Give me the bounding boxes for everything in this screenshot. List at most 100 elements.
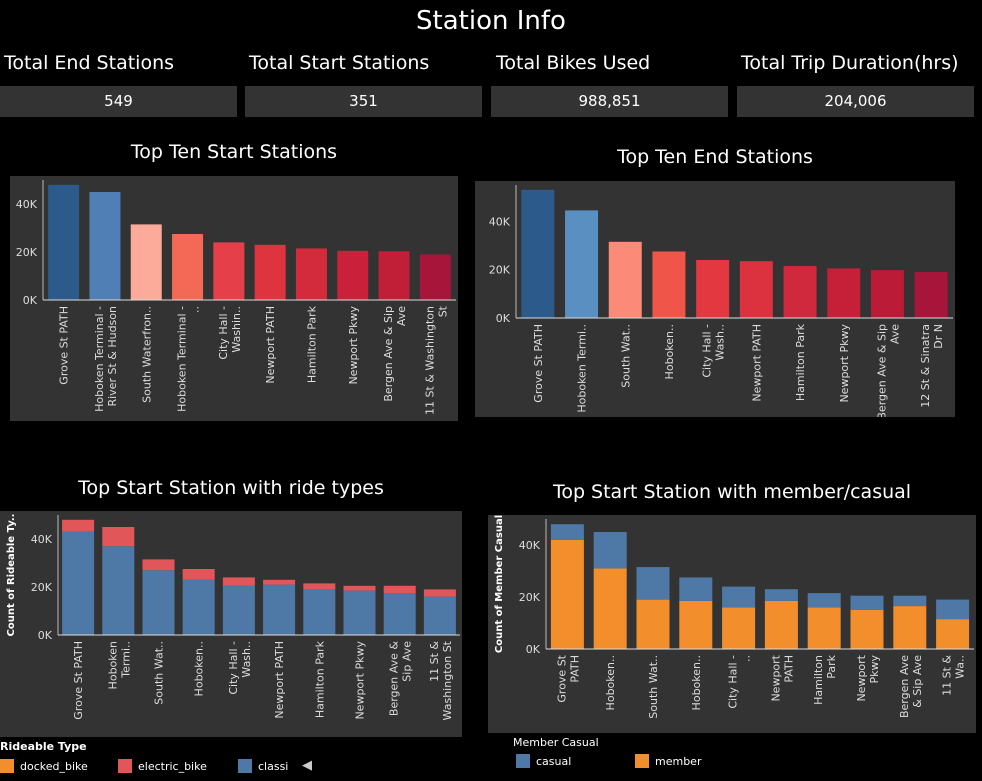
kpi-value-bikes-used: 988,851 (491, 86, 728, 117)
x-tick-label: Grove StPATH (555, 654, 581, 702)
bar (254, 244, 286, 300)
bar (521, 189, 555, 318)
x-tick-label: Newport PATH (273, 641, 286, 719)
x-tick-label: Grove St PATH (58, 306, 71, 385)
bar-segment (936, 619, 970, 649)
y-tick-label: 40K (489, 215, 511, 228)
chart-panel-ride-types: 0K 20K 40K Count of Rideable Ty.. Grove St P… (0, 511, 462, 737)
x-tick-label: 12 St & SinatraDr N (919, 324, 945, 408)
bar-segment (142, 570, 175, 635)
bar (652, 251, 686, 318)
bar (48, 184, 80, 300)
legend-item-casual[interactable]: casual (516, 754, 571, 768)
x-tick-label: Hoboken.. (604, 655, 617, 710)
bar-segment (722, 586, 756, 608)
bar-segment (142, 559, 175, 571)
bar (870, 270, 904, 318)
bar (378, 251, 410, 300)
x-tick-label: Bergen Ave & SipAve (875, 324, 901, 417)
bar-segment (383, 585, 416, 593)
bar-segment (102, 527, 135, 547)
x-tick-label: City Hall -Wash.. (227, 641, 253, 695)
x-tick-label: 11 St &Washington St (428, 640, 454, 720)
x-tick-label: Hoboken.. (193, 641, 206, 696)
x-tick-label: Bergen Ave &Sip Ave (388, 641, 414, 717)
bar-segment (593, 568, 627, 649)
y-tick-label: 20K (519, 591, 541, 604)
x-tick-label: Hamilton Park (794, 323, 807, 401)
kpi-label-end-stations: Total End Stations (4, 52, 175, 74)
bar-segment (807, 593, 841, 608)
y-tick-label: 40K (519, 539, 541, 552)
legend-title-member-casual: Member Casual (513, 736, 599, 749)
x-tick-label: South Wat.. (647, 655, 660, 719)
bar (739, 261, 773, 318)
bar (565, 210, 599, 318)
x-tick-label: HamiltonPark (812, 654, 838, 704)
bar-segment (764, 589, 798, 601)
legend-scroll-left-icon[interactable]: ◀ (302, 758, 312, 773)
page-title: Station Info (416, 6, 566, 36)
bar (608, 241, 642, 318)
bar (89, 192, 121, 300)
legend-title-ride-types: Rideable Type (0, 740, 87, 753)
bar-segment (636, 599, 670, 649)
y-tick-label: 20K (31, 581, 53, 594)
legend-label: docked_bike (20, 759, 88, 773)
bar-segment (263, 579, 296, 585)
x-tick-label: Grove St PATH (72, 641, 85, 720)
bar-segment (593, 532, 627, 569)
x-tick-label: 11 St &Wa.. (941, 655, 967, 696)
bar-segment (936, 599, 970, 620)
chart-title-end-stations: Top Ten End Stations (617, 146, 813, 168)
kpi-value-start-stations: 351 (245, 86, 482, 117)
legend-item-classic-bike[interactable]: classi (238, 759, 288, 773)
y-tick-label: 0K (496, 312, 511, 325)
bar (130, 224, 162, 300)
kpi-value-end-stations: 549 (0, 86, 237, 117)
legend-item-member[interactable]: member (635, 754, 701, 768)
x-tick-label: South Wat.. (619, 324, 632, 388)
y-tick-label: 0K (23, 294, 38, 307)
chart-start-stations: 0K 20K 40K Grove St PATH Hoboken Terminal -R… (16, 180, 456, 415)
x-tick-label: NewportPATH (769, 654, 795, 701)
bar (783, 266, 817, 318)
x-tick-label: Hamilton Park (305, 305, 318, 383)
x-tick-label: City Hall -Washin.. (217, 306, 243, 360)
legend-item-electric-bike[interactable]: electric_bike (118, 759, 207, 773)
x-tick-label: Hamilton Park (313, 640, 326, 718)
x-tick-label: City Hall -Wash.. (701, 324, 727, 378)
x-tick-label: South Wat.. (153, 641, 166, 705)
bar (213, 242, 245, 300)
x-tick-label: Hoboken.. (663, 324, 676, 379)
bar-segment (222, 577, 255, 586)
bar-segment (423, 596, 456, 635)
legend-swatch (238, 759, 252, 773)
bar-segment (62, 531, 95, 635)
legend-label: classi (258, 759, 289, 773)
x-tick-label: Hoboken.. (690, 655, 703, 710)
bar-segment (764, 600, 798, 649)
bar-segment (893, 595, 927, 607)
bar-segment (263, 584, 296, 635)
y-tick-label: 40K (16, 198, 38, 211)
x-tick-label: Newport PATH (264, 306, 277, 384)
x-tick-label: Newport Pkwy (347, 306, 360, 385)
legend-swatch (118, 759, 132, 773)
legend-swatch (0, 759, 14, 773)
legend-item-docked-bike[interactable]: docked_bike (0, 759, 88, 773)
bar-segment (679, 600, 713, 649)
x-tick-label: Newport Pkwy (354, 641, 367, 720)
x-tick-label: Bergen Ave& Sip Ave (898, 655, 924, 718)
bar-segment (222, 585, 255, 635)
chart-panel-member-casual: 0K 20K 40K Count of Member Casual Grove StPA… (488, 515, 976, 733)
y-tick-label: 20K (489, 264, 511, 277)
bar-segment (62, 519, 95, 532)
bar (914, 272, 948, 318)
y-tick-label: 0K (38, 629, 53, 642)
x-tick-label: City Hall -.. (727, 655, 753, 709)
bar-segment (893, 606, 927, 649)
legend-label: electric_bike (138, 759, 207, 773)
x-tick-label: Grove St PATH (532, 324, 545, 403)
bar (295, 248, 327, 300)
